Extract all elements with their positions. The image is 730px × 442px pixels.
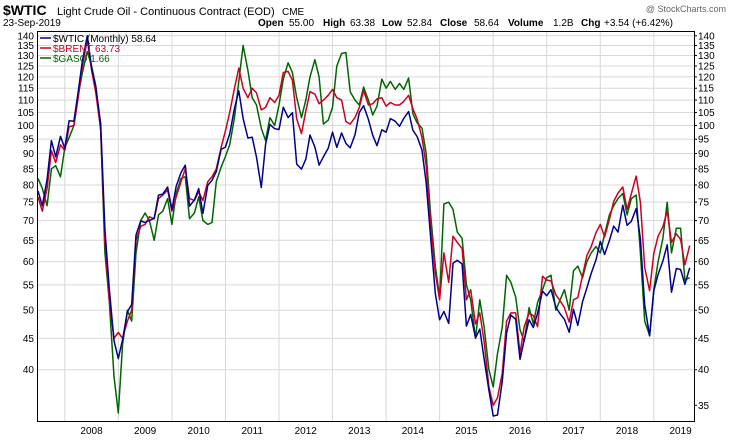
left-tick-label: 55 [23, 280, 35, 291]
left-tick-label: 120 [17, 72, 34, 83]
right-tick-label: 95 [698, 135, 710, 146]
open-value: 55.00 [289, 18, 314, 29]
ohlc-readout: Open 55.00 High 63.38 Low 52.84 Close 58… [258, 18, 673, 29]
exchange-label: CME [282, 7, 305, 18]
left-tick-label: 130 [17, 51, 34, 62]
right-tick-label: 100 [698, 121, 715, 132]
high-label: High [323, 18, 345, 29]
right-tick-label: 115 [698, 84, 714, 95]
plot-area [37, 31, 695, 422]
legend: $WTIC (Monthly) 58.64 $BRENT 63.73 $GASO… [40, 34, 157, 65]
series-lines [37, 35, 691, 417]
left-tick-label: 70 [23, 216, 35, 227]
left-tick-label: 65 [23, 236, 35, 247]
right-tick-label: 105 [698, 108, 715, 119]
right-tick-label: 140 [698, 31, 715, 42]
chg-label: Chg [581, 18, 600, 29]
left-tick-label: 105 [17, 108, 34, 119]
left-tick-label: 45 [23, 334, 35, 345]
left-tick-label: 135 [17, 41, 34, 52]
left-tick-label: 75 [23, 198, 35, 209]
left-tick-label: 50 [23, 306, 35, 317]
left-tick-label: 125 [17, 61, 34, 72]
left-tick-label: 100 [17, 121, 34, 132]
left-tick-label: 60 [23, 257, 35, 268]
x-tick-label: 2011 [241, 426, 263, 437]
right-tick-label: 70 [698, 216, 710, 227]
x-tick-label: 2016 [509, 426, 532, 437]
left-tick-label: 140 [17, 31, 34, 42]
left-tick-label: 90 [23, 149, 35, 160]
series-line-0 [37, 35, 691, 417]
right-tick-label: 135 [698, 41, 715, 52]
left-tick-label: 95 [23, 135, 35, 146]
low-value: 52.84 [407, 18, 432, 29]
right-tick-label: 40 [698, 365, 710, 376]
chg-value: +3.54 (+6.42%) [604, 18, 673, 29]
high-value: 63.38 [350, 18, 375, 29]
right-tick-label: 45 [698, 334, 710, 345]
right-axis: 3540455055606570758085909510010511011512… [694, 31, 715, 412]
legend-label-wtic: $WTIC (Monthly) 58.64 [53, 34, 157, 45]
right-tick-label: 50 [698, 306, 710, 317]
right-tick-label: 125 [698, 61, 715, 72]
right-tick-label: 130 [698, 51, 715, 62]
legend-label-brent: $BRENT 63.73 [53, 44, 121, 55]
description-label: Light Crude Oil - Continuous Contract (E… [57, 6, 275, 18]
close-label: Close [440, 18, 468, 29]
right-tick-label: 35 [698, 401, 710, 412]
open-label: Open [258, 18, 284, 29]
date-label: 23-Sep-2019 [3, 18, 61, 29]
x-tick-label: 2019 [669, 426, 692, 437]
x-tick-label: 2015 [455, 426, 478, 437]
x-tick-label: 2012 [295, 426, 318, 437]
right-tick-label: 80 [698, 180, 710, 191]
x-tick-label: 2008 [80, 426, 103, 437]
right-tick-label: 55 [698, 280, 710, 291]
right-tick-label: 65 [698, 236, 710, 247]
left-axis: 4045505560657075808590951001051101151201… [17, 31, 34, 376]
close-value: 58.64 [474, 18, 499, 29]
x-tick-label: 2014 [402, 426, 425, 437]
right-tick-label: 110 [698, 96, 714, 107]
series-line-2 [37, 44, 691, 414]
volume-value: 1.2B [553, 18, 574, 29]
x-tick-label: 2018 [616, 426, 639, 437]
symbol-label: $WTIC [3, 2, 47, 18]
x-tick-label: 2010 [188, 426, 211, 437]
left-tick-label: 40 [23, 365, 35, 376]
right-tick-label: 120 [698, 72, 715, 83]
left-tick-label: 110 [18, 96, 34, 107]
volume-label: Volume [508, 18, 544, 29]
x-tick-label: 2013 [348, 426, 371, 437]
right-tick-label: 75 [698, 198, 710, 209]
watermark: @ StockCharts.com [646, 4, 726, 14]
x-tick-label: 2017 [562, 426, 585, 437]
left-tick-label: 85 [23, 164, 35, 175]
right-tick-label: 85 [698, 164, 710, 175]
left-tick-label: 80 [23, 180, 35, 191]
left-tick-label: 115 [18, 84, 34, 95]
legend-label-gaso: $GASO 1.66 [53, 54, 110, 65]
x-tick-label: 2009 [134, 426, 157, 437]
right-tick-label: 90 [698, 149, 710, 160]
x-axis: 2008 2009 2010 2011 2012 2013 2014 2015 2016 2017… [80, 426, 692, 437]
right-tick-label: 60 [698, 257, 710, 268]
low-label: Low [382, 18, 402, 29]
